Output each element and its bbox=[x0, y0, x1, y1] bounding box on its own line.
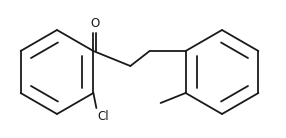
Text: O: O bbox=[90, 17, 100, 30]
Text: Cl: Cl bbox=[97, 110, 109, 123]
